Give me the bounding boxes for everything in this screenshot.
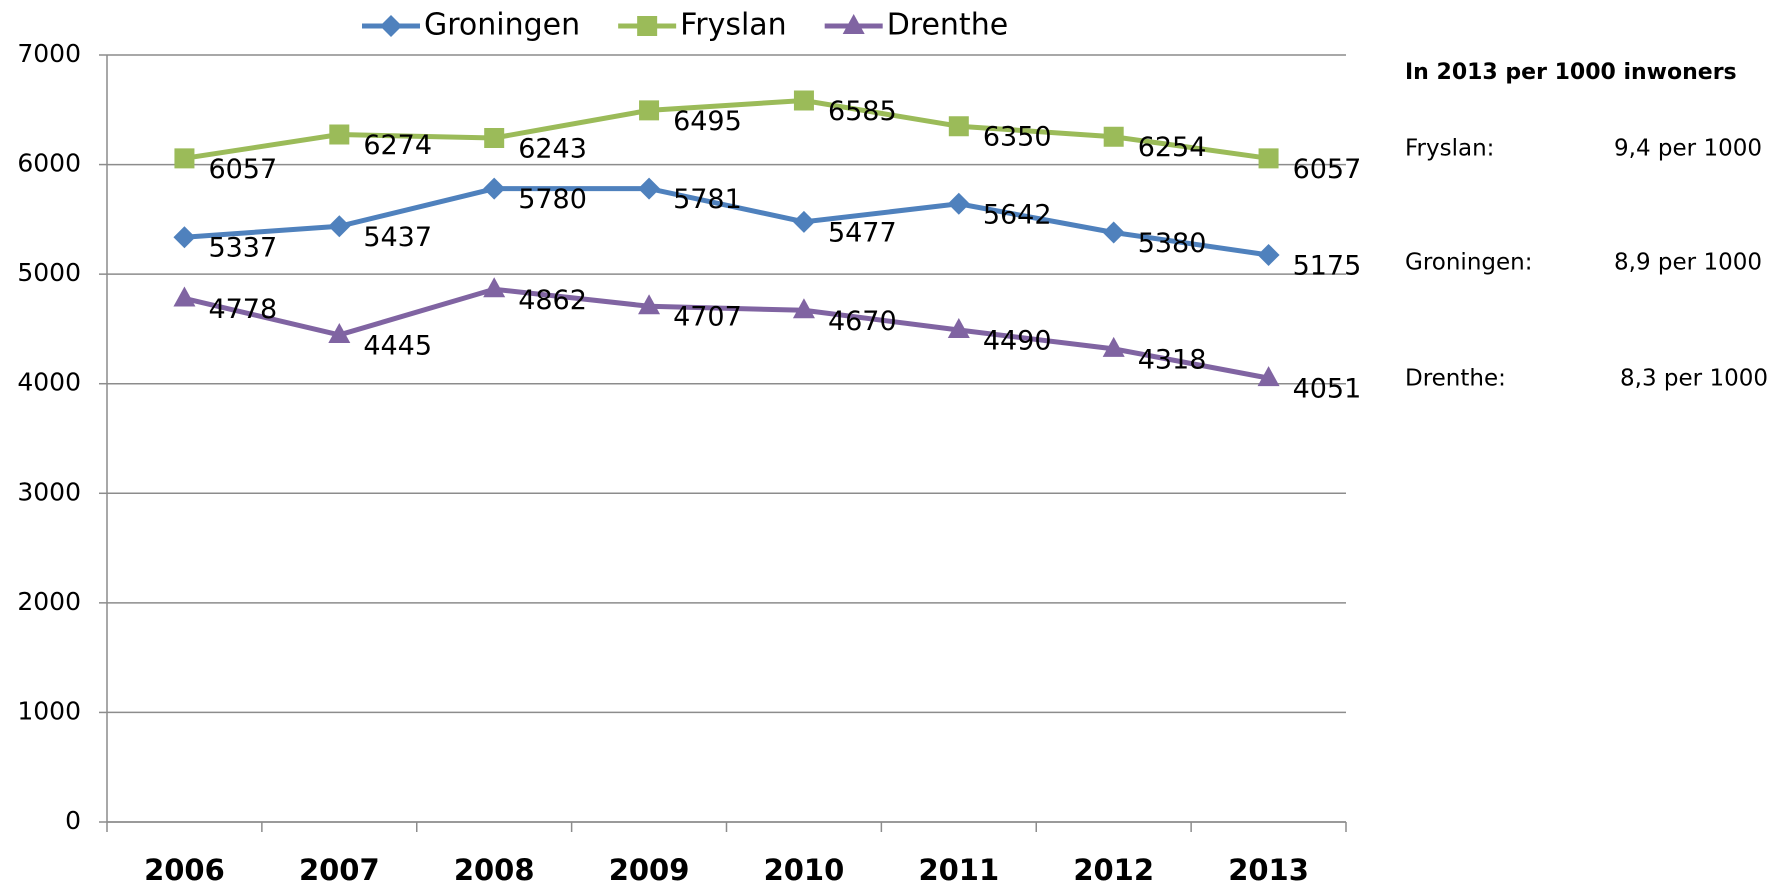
data-point (793, 90, 814, 111)
data-label: 5437 (363, 222, 432, 253)
panel-value: 8,9 per 1000 (1614, 250, 1762, 276)
x-tick-label: 2010 (764, 853, 845, 887)
data-label: 5642 (983, 199, 1052, 230)
panel-label: Fryslan: (1405, 136, 1494, 162)
data-label: 4051 (1293, 374, 1362, 405)
y-tick-label: 4000 (17, 368, 81, 397)
data-point (329, 124, 350, 145)
data-label: 4670 (828, 306, 897, 337)
data-point (1257, 366, 1280, 387)
data-point (483, 277, 506, 298)
series-line (184, 97, 1269, 161)
data-point (484, 127, 505, 148)
data-point (1102, 221, 1125, 244)
y-tick-label: 0 (65, 806, 81, 835)
y-tick-label: 3000 (17, 477, 81, 506)
panel-value: 9,4 per 1000 (1614, 136, 1762, 162)
legend-label: Groningen (424, 8, 580, 43)
data-point (1103, 126, 1124, 147)
legend-label: Fryslan (680, 8, 787, 43)
data-label: 6585 (828, 96, 897, 127)
data-point (792, 210, 815, 233)
data-point (1257, 243, 1280, 266)
y-tick-label: 2000 (17, 587, 81, 616)
data-point (328, 322, 351, 343)
x-tick-label: 2009 (609, 853, 690, 887)
data-label: 6243 (518, 133, 587, 164)
panel-title: In 2013 per 1000 inwoners (1405, 60, 1737, 85)
data-point (638, 177, 661, 200)
x-tick-label: 2008 (454, 853, 535, 887)
data-label: 5175 (1293, 250, 1362, 281)
data-label: 4778 (208, 294, 277, 325)
x-tick-label: 2007 (299, 853, 380, 887)
legend-marker (842, 14, 865, 34)
data-point (173, 286, 196, 307)
legend-marker (380, 15, 402, 37)
x-tick-label: 2006 (144, 853, 225, 887)
data-label: 5781 (673, 184, 742, 215)
data-label: 4318 (1138, 344, 1207, 375)
legend-marker (637, 16, 658, 36)
data-label: 6274 (363, 130, 432, 161)
data-label: 6495 (673, 106, 742, 137)
y-tick-label: 6000 (17, 149, 81, 178)
data-point (174, 148, 195, 169)
x-tick-label: 2012 (1073, 853, 1154, 887)
data-point (792, 298, 815, 319)
y-tick-label: 1000 (17, 696, 81, 725)
data-label: 6350 (983, 122, 1052, 153)
data-point (1102, 336, 1125, 357)
y-tick-label: 5000 (17, 258, 81, 287)
y-tick-label: 7000 (17, 39, 81, 68)
panel-value: 8,3 per 1000 (1620, 366, 1768, 392)
data-label: 5477 (828, 217, 897, 248)
data-label: 5780 (518, 184, 587, 215)
data-label: 4707 (673, 302, 742, 333)
x-tick-label: 2013 (1228, 853, 1309, 887)
data-point (328, 215, 351, 238)
series-line (184, 186, 1269, 258)
data-label: 4490 (983, 326, 1052, 357)
data-point (638, 294, 661, 315)
x-tick-label: 2011 (918, 853, 999, 887)
panel-label: Groningen: (1405, 250, 1532, 276)
data-point (1258, 148, 1279, 169)
data-point (947, 318, 970, 339)
panel-label: Drenthe: (1405, 366, 1506, 392)
data-label: 6254 (1138, 132, 1207, 163)
data-label: 4862 (518, 285, 587, 316)
legend-label: Drenthe (887, 8, 1008, 43)
data-label: 5380 (1138, 228, 1207, 259)
data-point (947, 192, 970, 215)
data-point (483, 177, 506, 200)
data-point (948, 116, 969, 137)
data-label: 4445 (363, 330, 432, 361)
series-line (183, 286, 1270, 381)
data-point (639, 100, 660, 121)
data-label: 6057 (1293, 154, 1362, 185)
data-label: 5337 (208, 233, 277, 264)
data-point (173, 226, 196, 249)
data-label: 6057 (208, 154, 277, 185)
